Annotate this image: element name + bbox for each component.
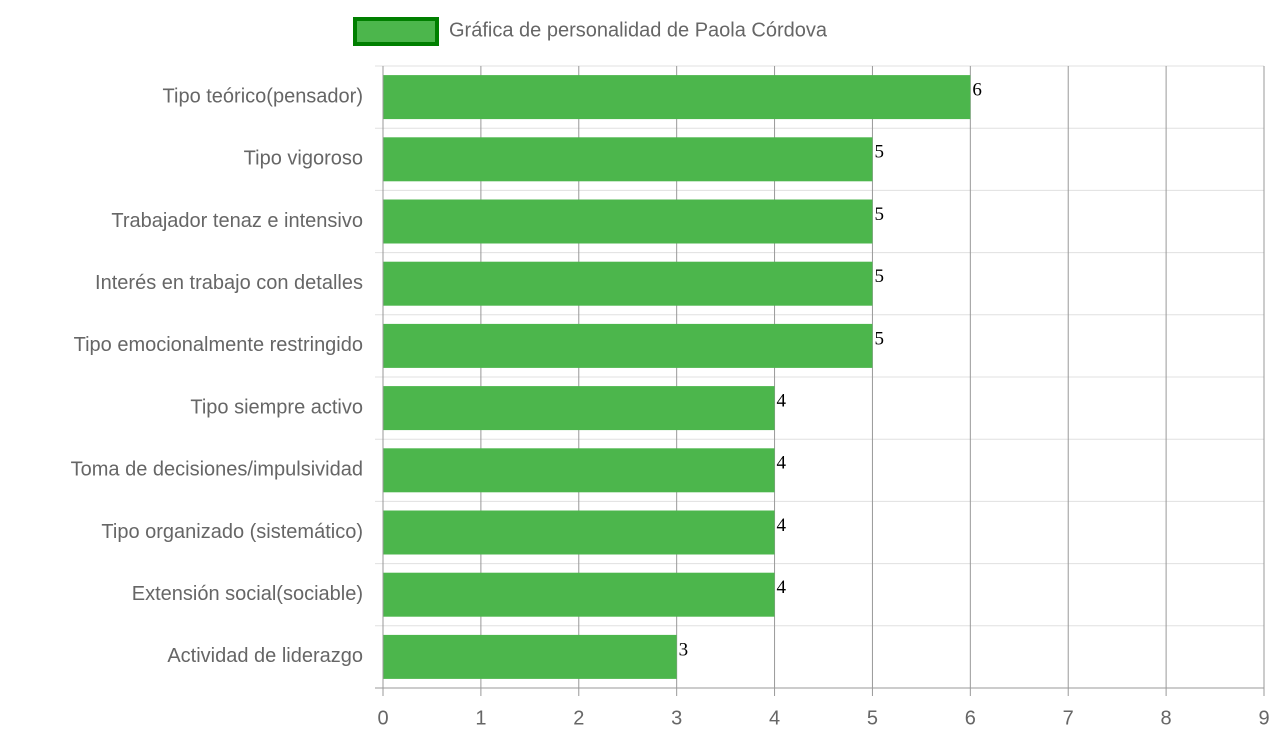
y-tick-label: Tipo emocionalmente restringido bbox=[74, 334, 363, 356]
bar bbox=[383, 199, 873, 244]
bar bbox=[383, 634, 677, 679]
bar bbox=[383, 572, 775, 617]
value-label: 4 bbox=[777, 453, 787, 474]
x-tick-label: 4 bbox=[769, 707, 780, 729]
value-label: 5 bbox=[874, 328, 884, 349]
y-tick-label: Interés en trabajo con detalles bbox=[95, 272, 363, 294]
bar bbox=[383, 386, 775, 431]
value-label: 3 bbox=[679, 639, 689, 660]
bar bbox=[383, 137, 873, 182]
x-tick-label: 5 bbox=[867, 707, 878, 729]
y-tick-label: Tipo organizado (sistemático) bbox=[101, 521, 363, 543]
x-tick-label: 7 bbox=[1063, 707, 1074, 729]
y-tick-label: Tipo vigoroso bbox=[244, 148, 363, 170]
x-tick-label: 6 bbox=[965, 707, 976, 729]
x-tick-label: 1 bbox=[475, 707, 486, 729]
legend-swatch bbox=[353, 17, 439, 46]
legend-label: Gráfica de personalidad de Paola Córdova bbox=[449, 19, 828, 41]
bar bbox=[383, 323, 873, 368]
bar bbox=[383, 510, 775, 555]
value-label: 4 bbox=[777, 390, 787, 411]
x-tick-label: 9 bbox=[1258, 707, 1269, 729]
y-tick-label: Tipo teórico(pensador) bbox=[163, 85, 363, 107]
x-tick-label: 8 bbox=[1161, 707, 1172, 729]
value-label: 4 bbox=[777, 515, 787, 536]
bar bbox=[383, 75, 971, 120]
x-tick-label: 3 bbox=[671, 707, 682, 729]
y-tick-label: Trabajador tenaz e intensivo bbox=[111, 210, 363, 232]
value-label: 5 bbox=[874, 204, 884, 225]
x-tick-label: 0 bbox=[377, 707, 388, 729]
bar bbox=[383, 448, 775, 493]
value-label: 4 bbox=[777, 577, 787, 598]
y-tick-label: Extensión social(sociable) bbox=[132, 583, 363, 605]
x-tick-label: 2 bbox=[573, 707, 584, 729]
value-label: 5 bbox=[874, 142, 884, 163]
y-tick-label: Toma de decisiones/impulsividad bbox=[71, 459, 363, 481]
bar bbox=[383, 261, 873, 306]
value-label: 5 bbox=[874, 266, 884, 287]
y-tick-label: Tipo siempre activo bbox=[190, 396, 363, 418]
y-tick-label: Actividad de liderazgo bbox=[167, 645, 363, 667]
value-label: 6 bbox=[972, 79, 982, 100]
